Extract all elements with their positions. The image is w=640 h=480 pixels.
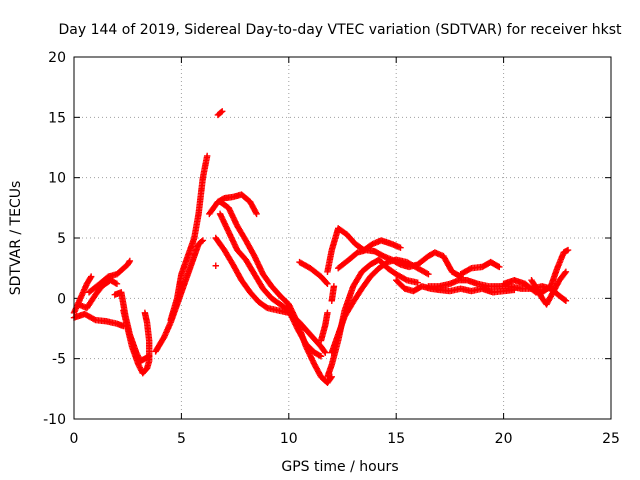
chart-title: Day 144 of 2019, Sidereal Day-to-day VTE… (59, 22, 622, 38)
data-point (414, 279, 421, 286)
data-point (423, 270, 431, 277)
y-tick-label: 15 (48, 110, 66, 126)
data-point (253, 210, 260, 218)
data-point (219, 108, 226, 115)
data-point (87, 273, 95, 280)
y-axis-label: SDTVAR / TECUs (8, 181, 24, 296)
data-point (425, 271, 432, 278)
series-track-j (212, 262, 219, 269)
y-tick-label: -10 (43, 412, 66, 428)
y-tick-label: 10 (48, 171, 66, 187)
data-point (317, 353, 325, 360)
data-point (199, 237, 207, 244)
series-track-q (328, 283, 338, 304)
data-point (561, 269, 569, 277)
data-point (212, 262, 219, 269)
y-tick-label: -5 (52, 352, 66, 368)
series-track-x (457, 258, 503, 278)
data-point (112, 279, 119, 287)
data-point (203, 152, 211, 160)
x-tick-label: 0 (70, 431, 79, 447)
plot-frame (73, 56, 612, 420)
series-track-t (324, 225, 404, 275)
data-point (562, 297, 570, 304)
x-tick-label: 15 (387, 431, 405, 447)
series-track-f (111, 289, 153, 365)
series-track-n (216, 198, 335, 386)
series-track-u (335, 246, 464, 280)
data-point (561, 296, 569, 304)
data-point (198, 238, 206, 245)
data-point (496, 263, 503, 271)
x-tick-label: 25 (602, 431, 620, 447)
series-track-b (75, 277, 121, 312)
data-point (113, 280, 121, 288)
series-track-s (324, 256, 421, 380)
axis-ticks: 0 5 10 15 20 25 -10 -5 0 5 10 15 20 (43, 50, 620, 447)
series-track-d (85, 257, 134, 296)
data-point (322, 349, 329, 356)
y-tick-label: 20 (48, 50, 66, 66)
data-point (141, 309, 149, 317)
data-point (145, 353, 153, 360)
series-track-aa (547, 285, 570, 304)
data-point (466, 265, 474, 273)
series-track-p (296, 258, 331, 288)
x-tick-label: 5 (177, 431, 186, 447)
series-track-o (317, 309, 331, 344)
data-point (323, 279, 330, 287)
data-point (324, 309, 331, 317)
y-tick-label: 5 (57, 231, 66, 247)
data-point (564, 246, 572, 254)
data-point (252, 209, 260, 216)
y-tick-label: 0 (57, 291, 66, 307)
series-track-h (167, 152, 211, 324)
series-track-y (500, 246, 572, 296)
x-axis-label: GPS time / hours (281, 459, 398, 475)
series-track-i (214, 108, 226, 119)
data-point (562, 268, 570, 275)
data-point (324, 280, 331, 288)
data-point (87, 274, 94, 282)
x-tick-label: 10 (280, 431, 298, 447)
data-point (217, 109, 225, 116)
data-point (397, 244, 404, 251)
series-track-c (70, 310, 127, 330)
data-point (321, 348, 328, 355)
grid (74, 57, 611, 419)
data-point (316, 352, 323, 359)
data-point (330, 283, 338, 290)
data-points (70, 108, 572, 386)
data-point (90, 316, 98, 323)
data-point (125, 258, 133, 266)
data-point (402, 276, 409, 283)
data-point (126, 257, 134, 265)
series-track-k (206, 191, 260, 218)
x-tick-label: 20 (495, 431, 513, 447)
